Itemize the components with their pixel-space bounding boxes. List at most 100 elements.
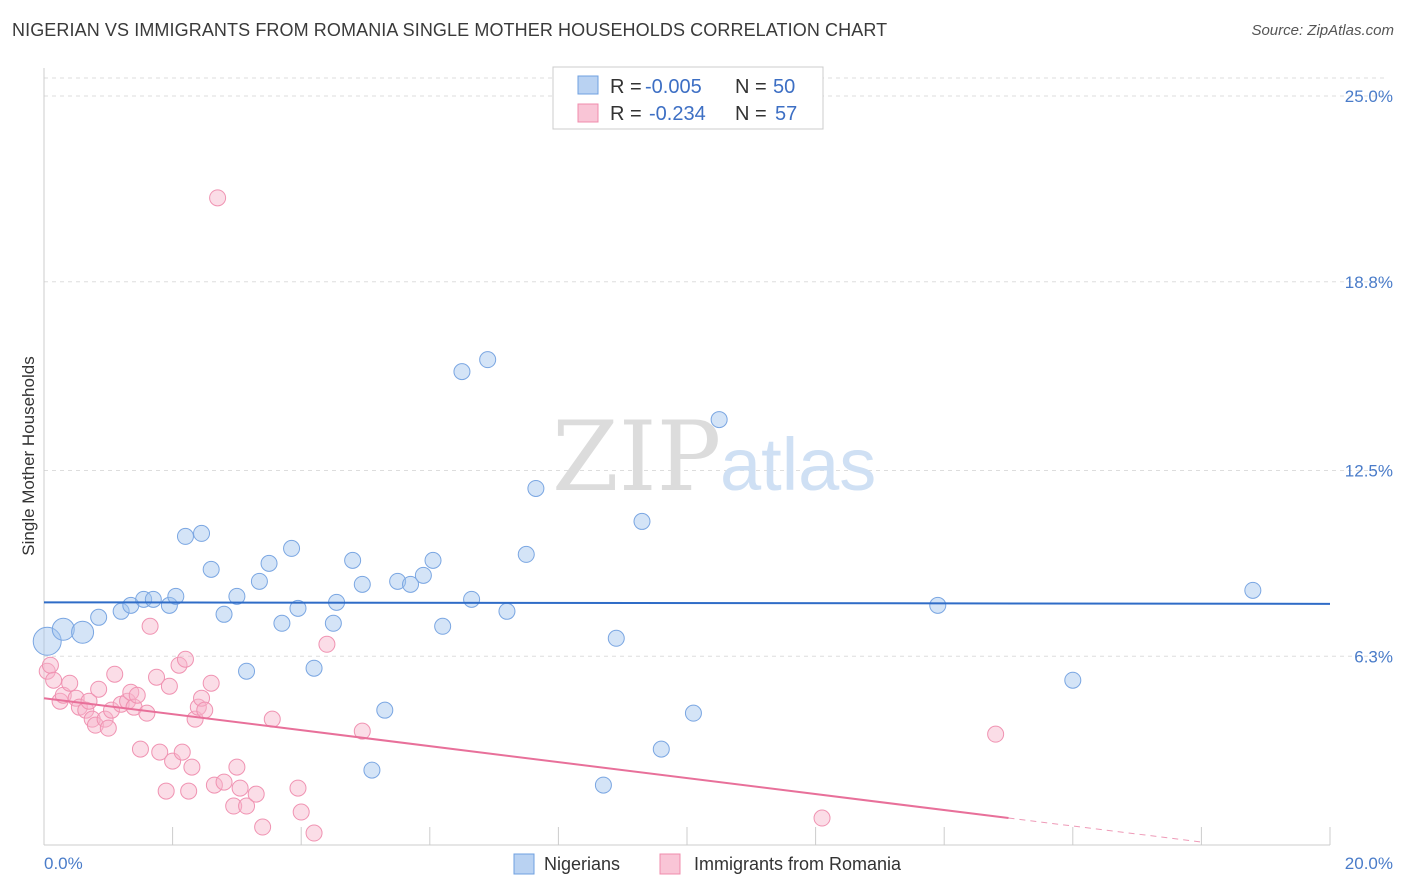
romania-point xyxy=(90,680,108,698)
romania-point xyxy=(77,701,95,719)
romania-point xyxy=(61,674,79,692)
legend-r-value-1: -0.005 xyxy=(645,76,702,98)
nigerian-point xyxy=(71,620,95,644)
nigerian-point xyxy=(289,599,307,617)
legend-n-value-2: 57 xyxy=(775,103,797,125)
romania-point xyxy=(173,743,191,761)
romania-point xyxy=(215,773,233,791)
nigerian-point xyxy=(353,575,371,593)
nigerian-point xyxy=(434,617,452,635)
grid-lines xyxy=(44,77,1385,657)
legend-swatch-romania xyxy=(577,103,599,123)
romania-point xyxy=(128,686,146,704)
nigerian-point xyxy=(402,575,420,593)
romania-point xyxy=(86,716,104,734)
romania-point xyxy=(987,725,1005,743)
legend-n-label-1: N = xyxy=(735,76,767,98)
nigerian-point xyxy=(652,740,670,758)
romania-point xyxy=(170,656,188,674)
romania-point xyxy=(353,722,371,740)
romania-point xyxy=(45,671,63,689)
bottom-legend-romania: Immigrants from Romania xyxy=(694,854,902,874)
legend-r-value-2: -0.234 xyxy=(649,103,706,125)
watermark-atlas: atlas xyxy=(720,423,876,506)
romania-point xyxy=(289,779,307,797)
romania-trend-extension xyxy=(1008,817,1202,843)
axes xyxy=(43,68,1331,846)
nigerian-point xyxy=(283,539,301,557)
romania-trend-line xyxy=(43,697,1009,820)
x-tick-label-0: 0.0% xyxy=(44,854,83,873)
romania-point xyxy=(96,710,114,728)
romania-point xyxy=(238,797,256,815)
romania-point xyxy=(157,782,175,800)
source-credit: Source: ZipAtlas.com xyxy=(1251,22,1394,39)
nigerian-point xyxy=(424,551,442,569)
nigerian-point xyxy=(498,602,516,620)
bottom-legend-nigerians: Nigerians xyxy=(544,854,620,874)
y-tick-label-2: 18.8% xyxy=(1345,273,1393,292)
nigerian-point xyxy=(710,411,728,429)
nigerian-point xyxy=(176,527,194,545)
romania-point xyxy=(99,719,117,737)
romania-point xyxy=(205,776,223,794)
nigerian-point xyxy=(215,605,233,623)
romania-point xyxy=(263,710,281,728)
legend-swatch-nigerians xyxy=(577,75,599,95)
trend-lines xyxy=(43,601,1331,843)
romania-point xyxy=(225,797,243,815)
romania-point xyxy=(247,785,265,803)
nigerian-point xyxy=(633,512,651,530)
nigerian-point xyxy=(594,776,612,794)
nigerian-point xyxy=(389,572,407,590)
x-tick-label-1: 20.0% xyxy=(1345,854,1393,873)
nigerian-point xyxy=(607,629,625,647)
nigerian-point xyxy=(160,596,178,614)
romania-point xyxy=(183,758,201,776)
y-axis-label: Single Mother Households xyxy=(19,356,38,555)
x-tick-labels: 0.0% 20.0% xyxy=(44,854,1393,873)
y-tick-label-1: 12.5% xyxy=(1345,462,1393,481)
romania-point xyxy=(180,782,198,800)
nigerian-point xyxy=(1064,671,1082,689)
nigerian-point xyxy=(32,626,62,656)
romania-point xyxy=(106,665,124,683)
romania-point xyxy=(231,779,249,797)
romania-point xyxy=(209,189,227,207)
romania-point xyxy=(292,803,310,821)
romania-point xyxy=(202,674,220,692)
nigerian-point xyxy=(344,551,362,569)
nigerian-point xyxy=(517,545,535,563)
legend-r-label-2: R = xyxy=(610,103,642,125)
nigerian-point xyxy=(90,608,108,626)
nigerian-point xyxy=(144,590,162,608)
romania-point xyxy=(305,824,323,842)
romania-point xyxy=(141,617,159,635)
series-legend: Nigerians Immigrants from Romania xyxy=(513,853,902,875)
romania-point xyxy=(151,743,169,761)
bottom-swatch-romania xyxy=(659,853,681,875)
nigerian-point xyxy=(260,554,278,572)
romania-point xyxy=(176,650,194,668)
nigerian-point xyxy=(453,363,471,381)
nigerian-point xyxy=(193,524,211,542)
nigerians-points xyxy=(32,351,1262,794)
nigerian-point xyxy=(167,587,185,605)
nigerian-point xyxy=(363,761,381,779)
romania-point xyxy=(148,668,166,686)
nigerian-point xyxy=(414,566,432,584)
nigerian-point xyxy=(305,659,323,677)
romania-points xyxy=(38,189,1005,842)
y-tick-label-0: 6.3% xyxy=(1354,647,1393,666)
nigerian-point xyxy=(238,662,256,680)
watermark: ZIP atlas xyxy=(552,401,876,513)
nigerian-point xyxy=(250,572,268,590)
nigerian-point xyxy=(324,614,342,632)
nigerian-point xyxy=(479,351,497,369)
romania-point xyxy=(196,701,214,719)
stats-legend: R = -0.005 N = 50 R = -0.234 N = 57 xyxy=(552,66,824,130)
nigerian-point xyxy=(1244,581,1262,599)
nigerian-point xyxy=(273,614,291,632)
y-tick-labels: 6.3% 12.5% 18.8% 25.0% xyxy=(1345,87,1393,666)
romania-point xyxy=(131,740,149,758)
